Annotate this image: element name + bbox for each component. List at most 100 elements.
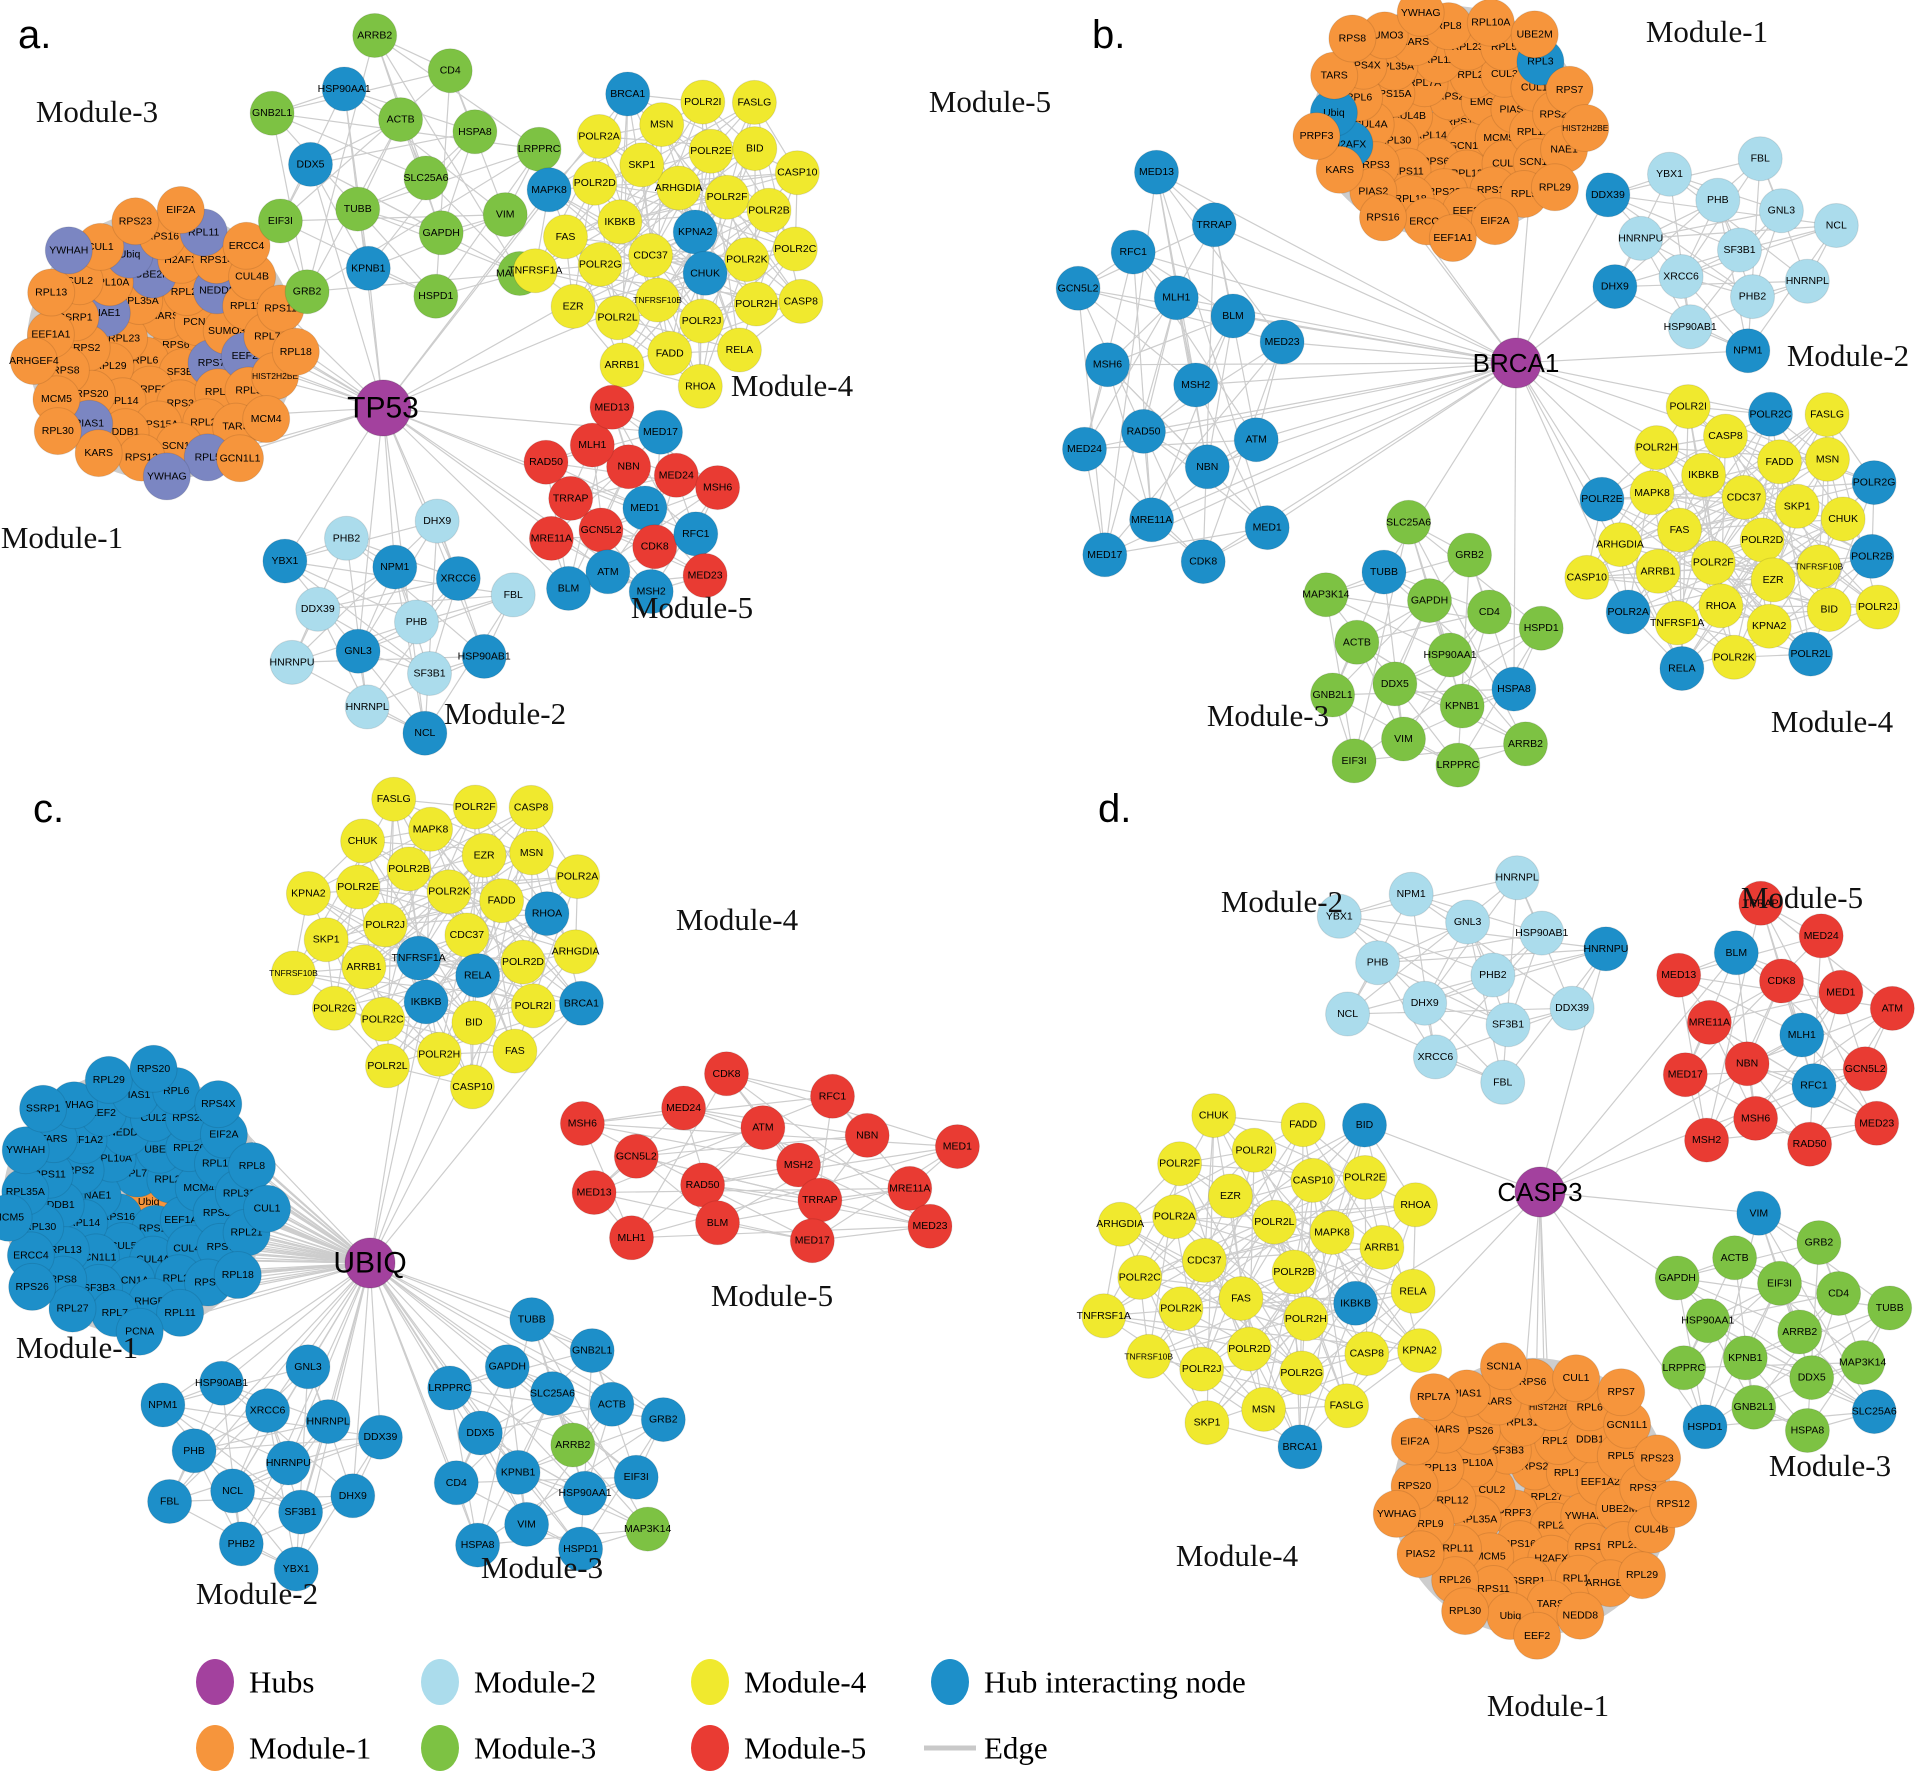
node-label: RPL29	[1539, 181, 1571, 193]
edge	[1717, 200, 1749, 351]
node-label: RPL30	[1449, 1605, 1481, 1617]
edge	[449, 1387, 574, 1446]
node-MAPK8: MAPK8	[526, 167, 572, 213]
node-circle	[344, 684, 390, 730]
node-label: RPS7	[1607, 1386, 1635, 1398]
node-label: HSPD1	[1524, 622, 1559, 634]
node-label: RPS23	[119, 215, 152, 227]
node-POLR2A: POLR2A	[555, 854, 601, 900]
node-circle	[1711, 634, 1757, 680]
node-RELA: RELA	[1390, 1268, 1436, 1314]
edge	[1077, 287, 1197, 386]
node-circle	[613, 1454, 659, 1500]
panel-b: RPS14RPL14RPS2GCN1L1CUL4BEMG1RPS6RPL7AMC…	[929, 0, 1909, 788]
node-label: CHUK	[690, 267, 720, 279]
node-POLR2A: POLR2A	[1605, 589, 1651, 635]
node-label: SSRP1	[26, 1103, 61, 1115]
node-label: EIF2A	[1400, 1436, 1429, 1448]
edge	[221, 1383, 242, 1544]
edge	[306, 35, 376, 292]
node-RPL29: RPL29	[84, 1055, 133, 1104]
node-KPNB1: KPNB1	[1439, 683, 1485, 729]
node-circle	[427, 1365, 473, 1411]
edge	[1383, 571, 1515, 690]
node-label: NCL	[414, 727, 435, 739]
node-MED23: MED23	[1854, 1100, 1900, 1146]
node-label: ARRB1	[346, 961, 381, 973]
node-label: MED23	[912, 1220, 947, 1232]
edge	[345, 538, 368, 707]
node-NCL: NCL	[1813, 203, 1859, 248]
node-label: POLR2J	[1858, 601, 1898, 613]
edge	[455, 1350, 593, 1484]
node-label: HSP90AA1	[1681, 1315, 1734, 1327]
node-MAP3K14: MAP3K14	[624, 1506, 671, 1552]
node-circle	[479, 878, 525, 924]
node-circle	[311, 985, 357, 1031]
edge	[1734, 1257, 1755, 1408]
node-MRE11A: MRE11A	[887, 1165, 933, 1211]
node-SLC25A6: SLC25A6	[1851, 1389, 1897, 1435]
node-label: Ubiq	[1323, 107, 1345, 119]
nodes-layer: RPS6RPL6HARSSF3B3RPL23PCNAPRPF3RPL35ARPS…	[9, 13, 824, 756]
legend-label: Module-3	[474, 1731, 596, 1766]
node-GNB2L1: GNB2L1	[249, 90, 295, 136]
node-POLR2I: POLR2I	[1665, 384, 1711, 430]
node-circle	[1698, 583, 1744, 629]
legend-item-module-3: Module-3	[421, 1725, 596, 1771]
hub-edge	[1515, 194, 1609, 364]
node-CD4: CD4	[1816, 1271, 1862, 1316]
hub-edge	[1515, 350, 1748, 364]
node-label: FBL	[1493, 1076, 1512, 1088]
node-POLR2E: POLR2E	[1579, 476, 1625, 522]
node-label: VIM	[1394, 733, 1413, 745]
node-HSPA8: HSPA8	[1784, 1408, 1830, 1453]
edge	[1155, 172, 1268, 528]
node-circle	[341, 944, 387, 990]
node-circle	[704, 174, 750, 220]
node-label: SLC25A6	[1386, 516, 1431, 528]
node-label: IKBKB	[411, 996, 442, 1008]
node-label: TRRAP	[553, 492, 589, 504]
node-circle	[528, 515, 574, 561]
node-label: ARRB1	[604, 359, 639, 371]
node-circle	[1658, 254, 1704, 299]
node-FASLG: FASLG	[1804, 392, 1850, 438]
node-POLR2F: POLR2F	[704, 174, 750, 220]
node-circle	[147, 1479, 193, 1524]
node-label: CHUK	[348, 835, 378, 847]
node-HSPA8: HSPA8	[455, 1522, 501, 1568]
node-label: POLR2K	[1713, 651, 1754, 663]
node-FBL: FBL	[490, 572, 536, 618]
node-MED17: MED17	[1082, 532, 1128, 578]
node-label: RPL13	[50, 1244, 82, 1256]
module-label-a-m3: Module-3	[36, 94, 158, 129]
edge	[425, 177, 521, 274]
node-label: GAPDH	[423, 227, 460, 239]
edge	[1206, 315, 1234, 467]
node-RAD50: RAD50	[523, 439, 569, 485]
node-circle	[1110, 229, 1156, 275]
node-label: RPS2	[73, 342, 101, 354]
node-label: ACTB	[387, 114, 415, 126]
node-label: TNFRSF1A	[508, 265, 562, 277]
node-label: RPL29	[93, 1074, 125, 1086]
node-HSP90AA1: HSP90AA1	[318, 66, 371, 112]
node-label: EIF3I	[1342, 755, 1367, 767]
node-circle	[1774, 483, 1820, 529]
node-label: MED23	[688, 570, 723, 582]
node-label: RPS8	[1339, 33, 1367, 45]
node-label: TUBB	[1876, 1302, 1904, 1314]
node-POLR2K: POLR2K	[724, 237, 770, 283]
node-label: POLR2A	[578, 131, 619, 143]
node-ARHGEF4: ARHGEF4	[9, 337, 59, 385]
node-RELA: RELA	[455, 953, 501, 999]
edge	[811, 1146, 958, 1242]
node-label: MSN	[1816, 453, 1839, 465]
node-label: POLR2C	[1119, 1271, 1161, 1283]
node-POLR2J: POLR2J	[1179, 1346, 1225, 1392]
node-circle	[1435, 742, 1481, 788]
node-CHUK: CHUK	[1820, 496, 1866, 542]
node-label: FADD	[656, 347, 684, 359]
node-label: RPL6	[163, 1085, 189, 1097]
